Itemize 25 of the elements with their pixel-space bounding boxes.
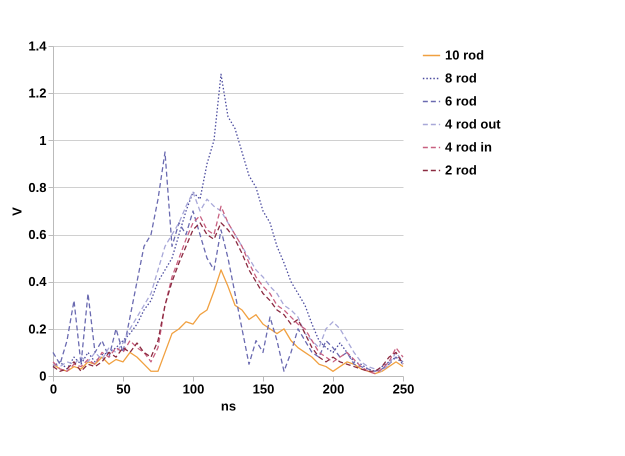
- line-series: [52, 151, 404, 372]
- y-tick-label: 0.2: [28, 321, 46, 336]
- x-tick-label: 250: [392, 382, 414, 396]
- y-tick-label: 0: [39, 368, 46, 384]
- x-tick-label: 50: [116, 382, 131, 396]
- legend-label: 10 rod: [445, 48, 484, 62]
- y-tick-label: 0.4: [28, 274, 48, 290]
- y-tick-label: 0.6: [28, 227, 46, 242]
- legend-label: 4 rod out: [445, 116, 502, 132]
- y-axis-title: V: [9, 206, 24, 216]
- x-tick-label: 150: [252, 382, 274, 396]
- y-tick-label: 1: [39, 132, 46, 148]
- legend-label: 6 rod: [445, 94, 477, 108]
- y-tick-label: 1.2: [28, 86, 46, 101]
- x-tick-label: 200: [322, 382, 344, 396]
- x-tick-label: 0: [50, 382, 58, 396]
- x-tick-label: 100: [182, 382, 204, 396]
- legend-label: 2 rod: [445, 162, 477, 178]
- legend-label: 4 rod in: [445, 140, 492, 154]
- line-series: [52, 74, 404, 372]
- x-axis-title: ns: [220, 398, 236, 414]
- line-series: [52, 269, 404, 374]
- y-tick-label: 0.8: [28, 180, 46, 195]
- y-tick-label: 1.4: [28, 38, 48, 54]
- legend-label: 8 rod: [445, 70, 477, 86]
